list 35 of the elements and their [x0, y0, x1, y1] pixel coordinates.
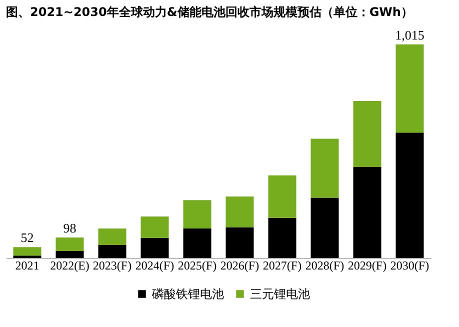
- x-tick-label: 2030(F): [390, 258, 430, 272]
- x-tick-label: 2023(F): [92, 258, 132, 272]
- x-tick-label: 2021: [15, 258, 40, 272]
- bar: [56, 250, 84, 258]
- annotation: 98: [63, 220, 76, 236]
- x-tick-label: 2028(F): [305, 258, 344, 272]
- bar: [183, 228, 212, 258]
- x-tick-label: 2026(F): [220, 258, 260, 272]
- bar: [226, 196, 254, 228]
- bar: [268, 175, 296, 218]
- bar: [226, 227, 254, 258]
- x-tick-label: 2027(F): [262, 258, 302, 272]
- legend-label: 三元锂电池: [250, 287, 310, 301]
- bar: [353, 166, 382, 258]
- annotation: 52: [20, 230, 34, 246]
- bar: [268, 218, 296, 258]
- bar: [310, 138, 339, 198]
- x-tick-label: 2022(E): [50, 258, 90, 272]
- annotation: 1,015: [395, 27, 424, 42]
- bar: [353, 100, 382, 167]
- bar: [56, 237, 84, 251]
- bar: [140, 238, 169, 258]
- bar: [13, 247, 42, 256]
- x-tick-label: 2024(F): [135, 258, 174, 272]
- chart-title: 图、2021~2030年全球动力&储能电池回收市场规模预估（单位：GWh）: [6, 5, 413, 19]
- bar: [310, 198, 339, 258]
- bar: [183, 200, 212, 229]
- x-tick-label: 2025(F): [178, 258, 217, 272]
- bar: [98, 228, 126, 245]
- bar: [98, 244, 126, 258]
- bar: [396, 44, 424, 133]
- bar: [396, 132, 424, 258]
- legend-label: 磷酸铁锂电池: [151, 287, 224, 301]
- x-tick-label: 2029(F): [348, 258, 387, 272]
- bar: [140, 216, 169, 238]
